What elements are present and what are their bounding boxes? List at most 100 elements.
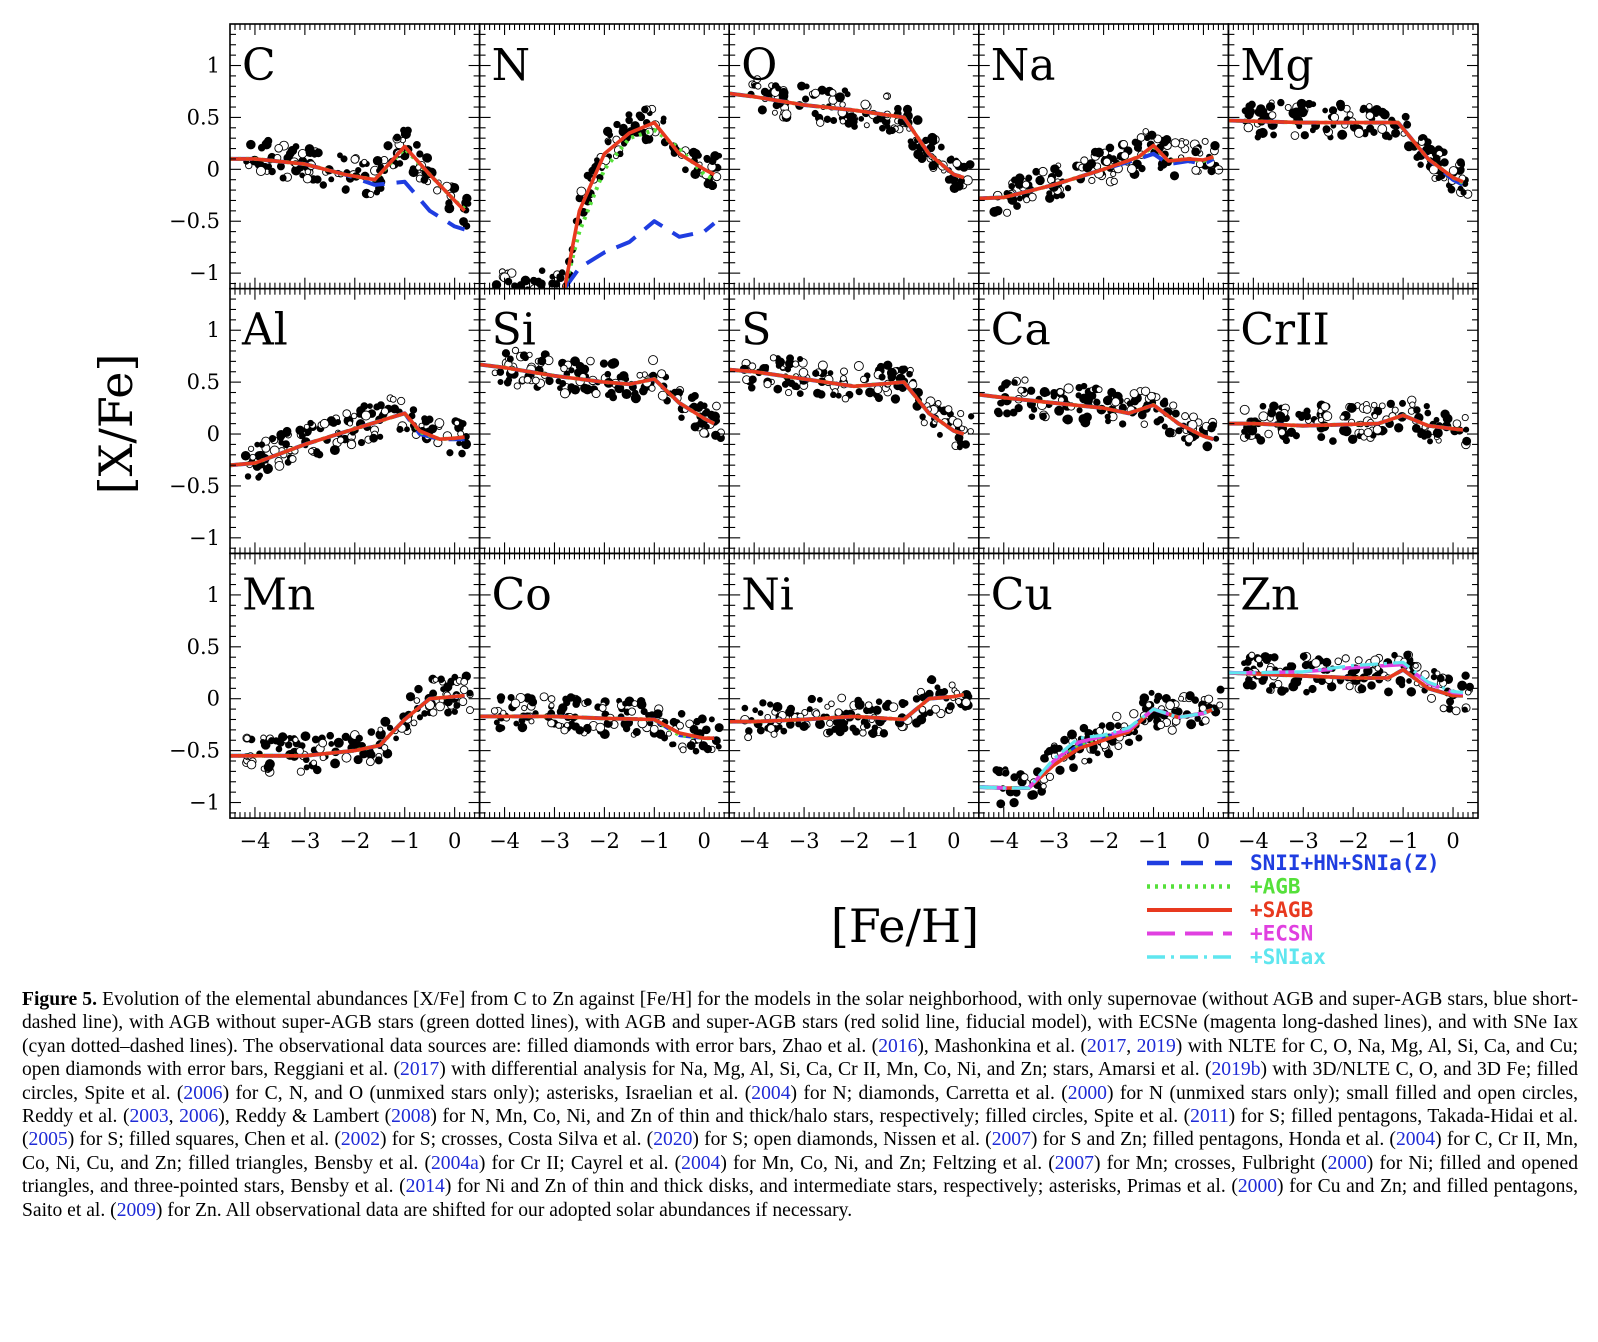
citation-link[interactable]: 2006 <box>183 1082 223 1104</box>
citation-link[interactable]: 2000 <box>1237 1176 1278 1198</box>
citation-link[interactable]: 2011 <box>1190 1106 1229 1128</box>
panel-cu: Cu <box>977 552 1230 819</box>
data-point <box>858 115 865 122</box>
data-point <box>902 104 913 114</box>
observed-points <box>989 128 1224 217</box>
citation-link[interactable]: 2017 <box>400 1059 440 1081</box>
data-point <box>1391 406 1399 414</box>
data-point <box>265 163 273 170</box>
data-point <box>699 428 709 438</box>
data-point <box>645 712 652 719</box>
citation-link[interactable]: 2017 <box>1087 1035 1127 1057</box>
citation-link[interactable]: 2002 <box>340 1129 381 1151</box>
data-point <box>274 143 283 153</box>
data-point <box>1284 104 1292 111</box>
data-point <box>1112 711 1122 722</box>
data-point <box>560 364 568 373</box>
legend-entry: +AGB <box>1147 875 1301 899</box>
data-point <box>350 412 358 420</box>
data-point <box>278 439 285 446</box>
data-point <box>1161 423 1168 430</box>
data-point <box>390 404 400 414</box>
panel-element-label: Al <box>241 305 288 356</box>
data-point <box>1391 651 1398 659</box>
model-line-sagb <box>1228 667 1463 698</box>
citation-link[interactable]: 2009 <box>116 1199 156 1221</box>
data-point <box>433 186 442 195</box>
data-point <box>244 473 252 480</box>
data-point <box>555 722 563 729</box>
data-point <box>1254 433 1261 440</box>
citation-link[interactable]: 2004 <box>751 1082 791 1104</box>
citation-link[interactable]: 2000 <box>1067 1082 1107 1104</box>
data-point <box>1308 684 1317 694</box>
data-point <box>466 706 474 715</box>
data-point <box>1448 166 1459 176</box>
citation-link[interactable]: 2004 <box>681 1152 721 1174</box>
data-point <box>948 155 955 162</box>
citation-link[interactable]: 2020 <box>653 1129 693 1151</box>
data-point <box>1362 405 1372 414</box>
data-point <box>873 385 883 395</box>
citation-link[interactable]: 2004a <box>430 1152 479 1174</box>
data-point <box>649 724 659 734</box>
data-point <box>1378 402 1386 410</box>
data-point <box>639 386 648 396</box>
data-point <box>874 393 883 403</box>
data-point <box>1430 673 1438 681</box>
data-point <box>1297 103 1305 111</box>
data-point <box>1138 164 1146 173</box>
data-point <box>1452 419 1462 429</box>
data-point <box>550 291 556 297</box>
data-point <box>1311 658 1321 668</box>
caption-text: ) for S and Zn; filled pentagons, Honda … <box>1030 1129 1396 1151</box>
data-point <box>604 391 612 399</box>
citation-link[interactable]: 2008 <box>391 1106 431 1128</box>
citation-link[interactable]: 2006 <box>179 1106 219 1128</box>
data-point <box>1207 424 1216 433</box>
y-tick-label: −1 <box>189 526 220 550</box>
data-point <box>1126 400 1134 407</box>
data-point <box>613 120 621 129</box>
citation-link[interactable]: 2019b <box>1211 1059 1261 1081</box>
data-point <box>692 747 700 755</box>
model-line-sagb <box>479 362 716 426</box>
data-point <box>607 358 618 369</box>
data-point <box>927 675 936 683</box>
citation-link[interactable]: 2000 <box>1327 1152 1367 1174</box>
data-point <box>1008 182 1016 190</box>
caption-text: ) for S; crosses, Costa Silva et al. ( <box>380 1129 654 1151</box>
data-point <box>507 268 517 278</box>
panel-ticks <box>978 288 1229 554</box>
citation-link[interactable]: 2003 <box>129 1106 169 1128</box>
citation-link[interactable]: 2007 <box>991 1129 1031 1151</box>
data-point <box>539 692 549 702</box>
data-point <box>937 143 945 151</box>
data-point <box>773 384 783 394</box>
model-line-sagb <box>1228 413 1464 432</box>
y-tick-label: 0 <box>207 157 220 181</box>
citation-link[interactable]: 2005 <box>28 1129 68 1151</box>
data-point <box>781 380 789 388</box>
panel-element-label: CrII <box>1240 305 1329 356</box>
legend-label: +SAGB <box>1250 898 1313 922</box>
data-point <box>1027 790 1037 800</box>
citation-link[interactable]: 2019 <box>1136 1035 1176 1057</box>
data-point <box>961 697 971 708</box>
data-point <box>1075 392 1082 399</box>
data-point <box>1124 739 1131 746</box>
data-point <box>828 700 835 708</box>
panel-ticks <box>479 24 730 289</box>
citation-link[interactable]: 2016 <box>878 1035 918 1057</box>
citation-link[interactable]: 2014 <box>405 1176 445 1198</box>
citation-link[interactable]: 2007 <box>1054 1152 1094 1174</box>
data-point <box>1135 734 1143 742</box>
data-point <box>575 361 585 371</box>
data-point <box>632 727 641 737</box>
citation-link[interactable]: 2004 <box>1395 1129 1436 1151</box>
legend-entry: +SAGB <box>1147 898 1313 922</box>
data-point <box>591 389 601 399</box>
data-point <box>1403 120 1412 129</box>
data-point <box>437 675 445 683</box>
data-point <box>440 686 447 693</box>
